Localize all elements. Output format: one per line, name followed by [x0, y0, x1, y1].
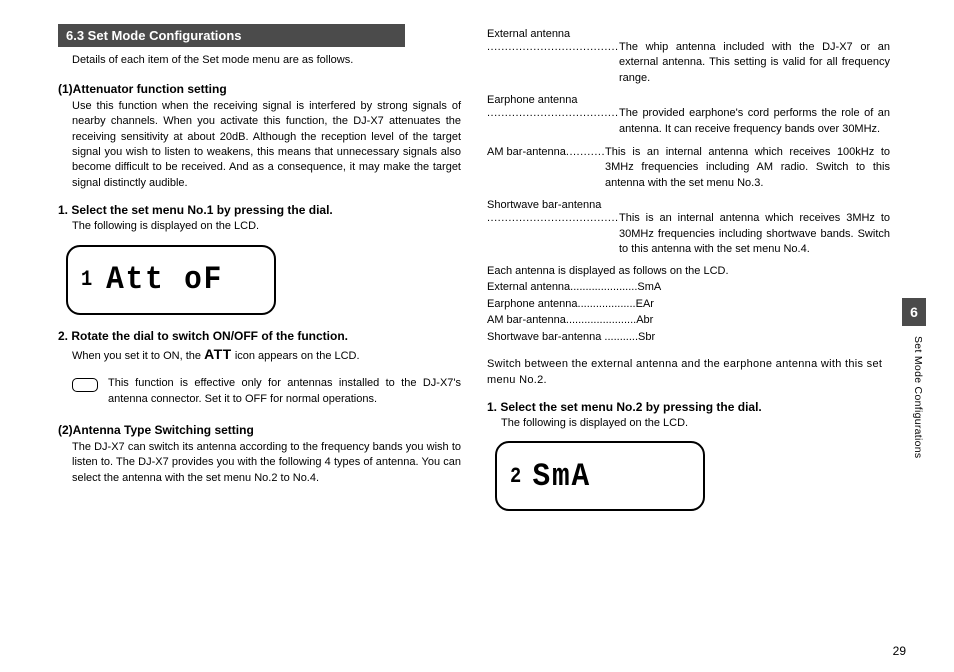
al-ear-dots: ................... — [578, 298, 636, 310]
def-ext: The whip antenna included with the DJ-X7… — [487, 40, 890, 86]
stepR-body: The following is displayed on the LCD. — [501, 416, 890, 431]
al-ext-code: SmA — [637, 281, 661, 293]
step2-body-before: When you set it to ON, the — [72, 350, 204, 362]
def-am-desc: This is an internal antenna which receiv… — [605, 145, 890, 191]
section-header: 6.3 Set Mode Configurations — [58, 24, 405, 47]
al-ear-label: Earphone antenna — [487, 298, 578, 310]
dot-leader: ........... — [566, 145, 605, 191]
def-sw-term: Shortwave bar-antenna — [487, 199, 890, 211]
lcd1-text: Att oF — [106, 261, 223, 298]
step2-body-after: icon appears on the LCD. — [235, 350, 360, 362]
def-ear-term: Earphone antenna — [487, 94, 890, 106]
switch-note: Switch between the external antenna and … — [487, 357, 890, 388]
step2-body: When you set it to ON, the ATT icon appe… — [72, 345, 461, 365]
right-column: External antenna The whip antenna includ… — [487, 24, 890, 652]
lcd-display-1: 1 Att oF — [66, 245, 276, 315]
antenna-lcd-list: External antenna......................Sm… — [487, 279, 890, 345]
def-ext-desc: The whip antenna included with the DJ-X7… — [619, 40, 890, 86]
note-text: This function is effective only for ante… — [108, 376, 461, 407]
list-item: External antenna......................Sm… — [487, 279, 890, 296]
def-ear: The provided earphone's cord performs th… — [487, 106, 890, 137]
al-am-dots: ....................... — [566, 314, 636, 326]
al-ear-code: EAr — [636, 298, 654, 310]
step1-body: The following is displayed on the LCD. — [72, 219, 461, 234]
stepR-heading: 1. Select the set menu No.2 by pressing … — [487, 400, 890, 414]
list-item: Shortwave bar-antenna ...........Sbr — [487, 329, 890, 346]
al-sw-label: Shortwave bar-antenna — [487, 331, 601, 343]
def-sw: This is an internal antenna which receiv… — [487, 211, 890, 257]
chapter-tab: 6 — [902, 298, 926, 326]
lcd1-index: 1 — [81, 267, 92, 292]
step2-heading: 2. Rotate the dial to switch ON/OFF of t… — [58, 329, 461, 343]
step1-heading: 1. Select the set menu No.1 by pressing … — [58, 203, 461, 217]
attenuator-body: Use this function when the receiving sig… — [72, 99, 461, 191]
section-intro: Details of each item of the Set mode men… — [72, 53, 461, 68]
page-number: 29 — [893, 644, 906, 658]
list-item: AM bar-antenna.......................Abr — [487, 312, 890, 329]
att-icon-label: ATT — [204, 346, 232, 362]
def-am-term: AM bar-antenna — [487, 145, 566, 191]
lcd2-text: SmA — [533, 458, 592, 495]
al-sw-code: Sbr — [638, 331, 655, 343]
antenna-lcd-intro: Each antenna is displayed as follows on … — [487, 265, 890, 277]
lcd2-index: 2 — [510, 464, 521, 489]
def-sw-desc: This is an internal antenna which receiv… — [619, 211, 890, 257]
al-am-label: AM bar-antenna — [487, 314, 566, 326]
manual-page: 6.3 Set Mode Configurations Details of e… — [0, 0, 954, 672]
dot-leader — [487, 211, 619, 257]
lcd-display-2: 2 SmA — [495, 441, 705, 511]
note-block: This function is effective only for ante… — [72, 376, 461, 407]
al-sw-dots: ........... — [601, 331, 638, 343]
al-ext-dots: ...................... — [570, 281, 637, 293]
def-ext-term: External antenna — [487, 28, 890, 40]
list-item: Earphone antenna...................EAr — [487, 296, 890, 313]
dot-leader — [487, 106, 619, 137]
def-am: AM bar-antenna ........... This is an in… — [487, 145, 890, 191]
note-icon — [72, 378, 98, 392]
dot-leader — [487, 40, 619, 86]
left-column: 6.3 Set Mode Configurations Details of e… — [58, 24, 461, 652]
al-ext-label: External antenna — [487, 281, 570, 293]
attenuator-heading: (1)Attenuator function setting — [58, 82, 461, 96]
antenna-heading: (2)Antenna Type Switching setting — [58, 423, 461, 437]
al-am-code: Abr — [636, 314, 653, 326]
def-ear-desc: The provided earphone's cord performs th… — [619, 106, 890, 137]
chapter-side-label: Set Mode Configurations — [912, 336, 924, 458]
antenna-body: The DJ-X7 can switch its antenna accordi… — [72, 440, 461, 486]
